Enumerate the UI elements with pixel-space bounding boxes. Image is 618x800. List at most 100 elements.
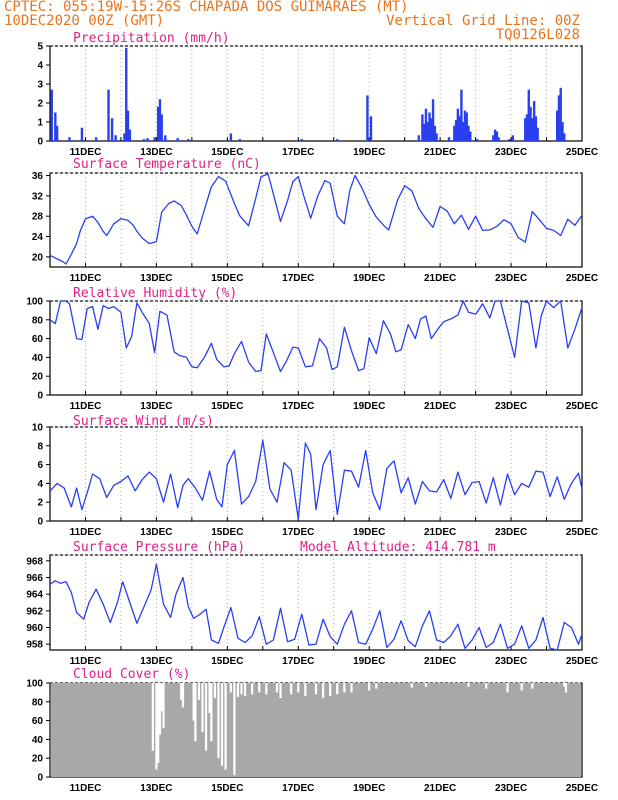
cloud-cover-gap (236, 683, 240, 698)
cloud-cover-gap (424, 683, 428, 687)
header-date: 10DEC2020 00Z (GMT) (4, 13, 164, 29)
precip-bar (447, 137, 451, 141)
rh-title: Relative Humidity (%) (73, 286, 237, 301)
press-xtick-label: 23DEC (495, 656, 527, 667)
precip-bar (492, 135, 495, 141)
cloud-cover-gap (343, 683, 346, 693)
cloud-xtick-label: 19DEC (353, 783, 385, 794)
precip-bar (536, 127, 539, 141)
precip-ytick-label: 4 (37, 61, 43, 72)
cloud-cover-gap (217, 683, 220, 759)
wind-ytick-label: 8 (37, 441, 43, 452)
press-xtick-label: 17DEC (282, 656, 314, 667)
precip-bar (453, 125, 456, 141)
temp-series-line (49, 173, 583, 265)
cloud-xtick-label: 15DEC (211, 783, 243, 794)
cloud-cover-gap (563, 683, 566, 687)
press-annotation: Model Altitude: 414.781 m (300, 540, 496, 555)
precip-frame (49, 45, 583, 142)
precip-bar (461, 122, 465, 141)
cloud-ytick-label: 40 (32, 735, 44, 746)
cloud-xtick-label: 17DEC (282, 783, 314, 794)
precip-bar (497, 137, 500, 141)
cloud-cover-gap (224, 683, 227, 770)
precip-title: Precipitation (mm/h) (73, 31, 230, 46)
precip-bar (495, 131, 499, 141)
rh-ytick-label: 40 (32, 353, 44, 364)
cloud-cover-gap (564, 683, 568, 693)
precip-bar (153, 137, 156, 141)
press-xtick-label: 15DEC (211, 656, 243, 667)
cloud-cover-gap (160, 683, 163, 712)
precip-bar (454, 120, 458, 141)
press-xtick-label: 21DEC (424, 656, 456, 667)
cloud-ytick-label: 60 (32, 716, 44, 727)
precip-xtick-label: 19DEC (353, 147, 385, 158)
temp-title: Surface Temperature (nC) (73, 157, 261, 172)
precip-bar (94, 137, 98, 141)
temp-ytick-label: 28 (32, 212, 44, 223)
precip-bar (559, 87, 562, 141)
temp-xtick-label: 13DEC (140, 273, 172, 284)
rh-ytick-label: 0 (37, 391, 43, 402)
rh-ytick-label: 20 (32, 372, 44, 383)
cloud-xtick-label: 23DEC (495, 783, 527, 794)
rh-xtick-label: 15DEC (211, 401, 243, 412)
precip-bar (156, 106, 160, 141)
precip-bar (563, 133, 566, 141)
rh-xtick-label: 21DEC (424, 401, 456, 412)
precip-bar (123, 133, 126, 141)
cloud-cover-gap (155, 683, 158, 770)
cloud-cover-gap (375, 683, 378, 689)
cloud-cover-gap (275, 683, 279, 693)
precip-bar (527, 89, 530, 141)
wind-ytick-label: 10 (32, 423, 44, 434)
precip-bar (366, 95, 369, 141)
wind-xtick-label: 19DEC (353, 527, 385, 538)
temp-xtick-label: 19DEC (353, 273, 385, 284)
precip-bar (187, 139, 190, 141)
precip-bar (433, 125, 437, 141)
temp-frame (49, 172, 583, 268)
wind-ytick-label: 0 (37, 517, 43, 528)
precip-bar (524, 118, 527, 141)
header-location: CPTEC: 055:19W-15:26S CHAPADA DOS GUIMAR… (4, 0, 409, 15)
cloud-xtick-label: 11DEC (70, 783, 102, 794)
cloud-panel: Cloud Cover (%) 0 20 40 60 80 100 11DEC 13DEC 15D… (26, 667, 598, 794)
precip-bar (336, 139, 339, 141)
rh-xtick-label: 11DEC (70, 401, 102, 412)
cloud-cover-gap (220, 683, 224, 766)
temp-xtick-label: 25DEC (566, 273, 598, 284)
cloud-cover-gap (194, 683, 197, 742)
rh-frame (49, 300, 583, 396)
cloud-cover-gap (350, 683, 353, 693)
precip-bar (107, 89, 110, 141)
cloud-cover-gap (321, 683, 325, 699)
precip-bar (369, 116, 373, 141)
precip-bar (422, 123, 426, 141)
wind-xtick-label: 17DEC (282, 527, 314, 538)
precip-xtick-label: 25DEC (566, 147, 598, 158)
wind-ytick-label: 2 (37, 498, 43, 509)
cloud-cover-gap (192, 683, 195, 721)
temp-xtick-label: 21DEC (424, 273, 456, 284)
precip-xtick-label: 15DEC (211, 147, 243, 158)
precip-bar (126, 110, 130, 141)
rh-xtick-label: 17DEC (282, 401, 314, 412)
cloud-cover-gap (151, 683, 154, 751)
press-panel: Surface Pressure (hPa) Model Altitude: 41… (26, 540, 598, 667)
precip-xtick-label: 17DEC (282, 147, 314, 158)
precip-bar (176, 138, 179, 141)
wind-xtick-label: 11DEC (70, 527, 102, 538)
wind-series-line (49, 439, 583, 520)
precip-bar (50, 89, 53, 141)
press-ytick-label: 968 (26, 556, 43, 567)
cloud-ytick-label: 100 (26, 679, 43, 690)
cloud-cover-gap (251, 683, 254, 695)
press-xtick-label: 19DEC (353, 656, 385, 667)
cloud-cover-gap (210, 683, 213, 742)
precip-bar (300, 139, 304, 141)
temp-ytick-label: 36 (32, 171, 44, 182)
cloud-xtick-label: 21DEC (424, 783, 456, 794)
temp-xtick-label: 15DEC (211, 273, 243, 284)
